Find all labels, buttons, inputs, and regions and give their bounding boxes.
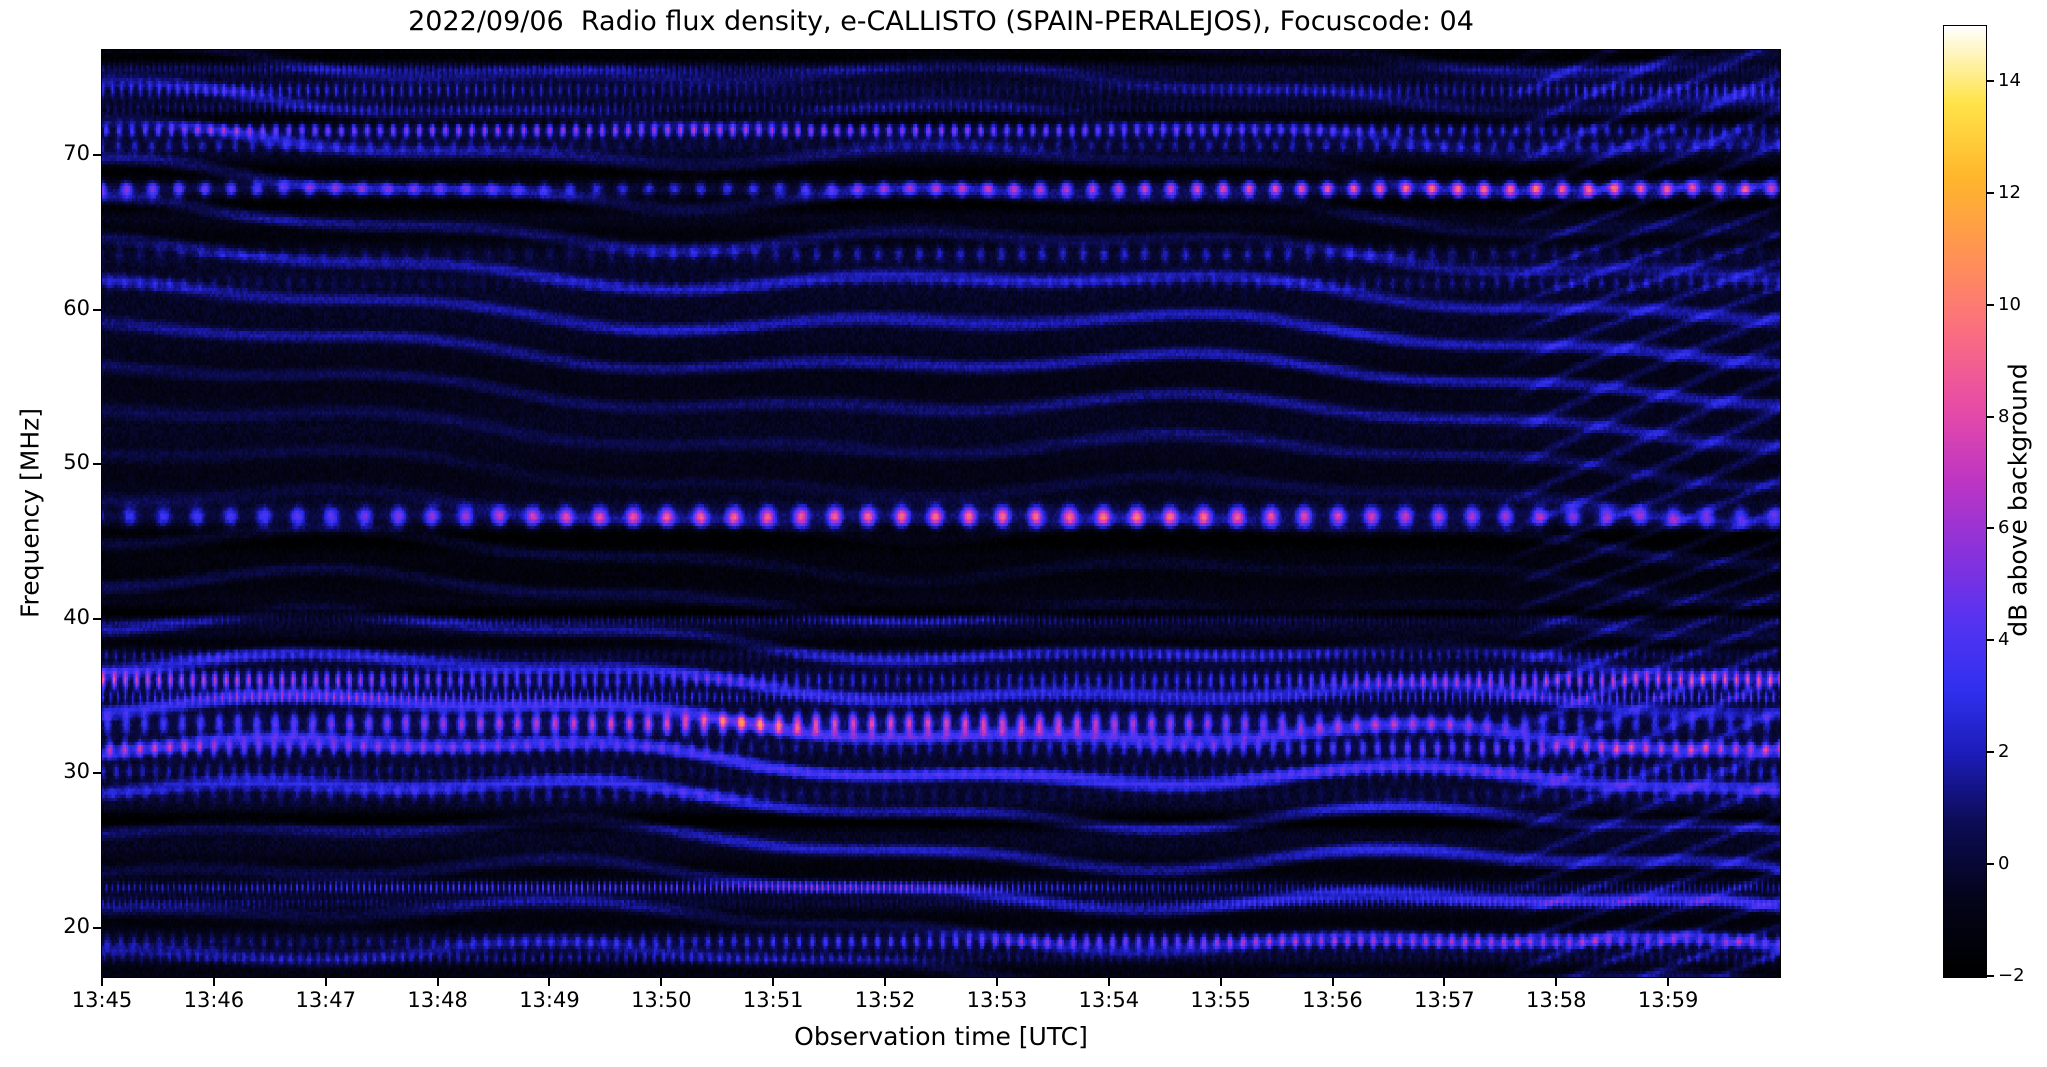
plot-area xyxy=(101,49,1781,978)
colorbar-tick-label: 14 xyxy=(1998,69,2021,91)
y-tick-mark xyxy=(93,308,101,311)
colorbar-tick-label: 6 xyxy=(1998,517,2010,539)
x-tick-label: 13:48 xyxy=(407,988,468,1012)
spectrogram-heatmap xyxy=(102,50,1780,977)
colorbar-tick-label: −2 xyxy=(1998,965,2025,986)
x-tick-mark xyxy=(1219,978,1222,986)
x-tick-label: 13:49 xyxy=(519,988,580,1012)
x-tick-mark xyxy=(1667,978,1670,986)
y-tick-label: 30 xyxy=(63,759,90,784)
x-tick-label: 13:52 xyxy=(854,988,916,1012)
colorbar-tick-mark xyxy=(1987,639,1994,642)
colorbar-tick-mark xyxy=(1987,527,1994,530)
x-tick-label: 13:47 xyxy=(295,988,356,1012)
y-tick-label: 20 xyxy=(63,913,90,938)
x-tick-mark xyxy=(772,978,775,986)
x-tick-label: 13:58 xyxy=(1526,988,1587,1012)
x-tick-label: 13:57 xyxy=(1414,988,1475,1012)
x-tick-mark xyxy=(1331,978,1334,986)
x-tick-label: 13:53 xyxy=(966,988,1028,1012)
x-tick-mark xyxy=(1555,978,1558,986)
y-tick-mark xyxy=(93,926,101,929)
colorbar-tick-label: 10 xyxy=(1998,293,2021,315)
x-tick-mark xyxy=(660,978,663,986)
colorbar-tick-label: 8 xyxy=(1998,405,2010,427)
x-tick-mark xyxy=(995,978,998,986)
y-tick-mark xyxy=(93,617,101,620)
colorbar-tick-mark xyxy=(1987,415,1994,418)
x-tick-mark xyxy=(1107,978,1110,986)
y-tick-label: 60 xyxy=(63,295,90,320)
y-axis-label: Frequency [MHz] xyxy=(15,407,45,619)
x-axis-label: Observation time [UTC] xyxy=(794,1022,1088,1051)
y-tick-mark xyxy=(93,463,101,466)
colorbar-tick-label: 0 xyxy=(1998,853,2010,875)
colorbar-tick-mark xyxy=(1987,863,1994,866)
colorbar-tick-mark xyxy=(1987,303,1994,306)
y-tick-label: 40 xyxy=(63,604,90,629)
colorbar-tick-mark xyxy=(1987,191,1994,194)
y-tick-label: 70 xyxy=(63,141,90,166)
colorbar-tick-mark xyxy=(1987,751,1994,754)
colorbar-gradient xyxy=(1944,26,1986,977)
x-tick-mark xyxy=(1443,978,1446,986)
colorbar-tick-label: 12 xyxy=(1998,181,2021,203)
colorbar-label: dB above background xyxy=(2003,363,2033,637)
x-tick-label: 13:51 xyxy=(742,988,804,1012)
chart-title: 2022/09/06 Radio flux density, e-CALLIST… xyxy=(408,6,1474,37)
x-tick-mark xyxy=(212,978,215,986)
x-tick-mark xyxy=(548,978,551,986)
colorbar-tick-label: 4 xyxy=(1998,629,2010,651)
x-tick-mark xyxy=(884,978,887,986)
y-tick-mark xyxy=(93,772,101,775)
y-tick-mark xyxy=(93,154,101,157)
x-tick-mark xyxy=(101,978,103,986)
colorbar-tick-label: 2 xyxy=(1998,741,2010,763)
x-tick-label: 13:59 xyxy=(1637,988,1699,1012)
x-tick-label: 13:54 xyxy=(1078,988,1140,1012)
x-tick-mark xyxy=(436,978,439,986)
x-tick-mark xyxy=(324,978,327,986)
x-tick-label: 13:46 xyxy=(183,988,245,1012)
colorbar-tick-mark xyxy=(1987,975,1994,977)
x-tick-label: 13:56 xyxy=(1302,988,1363,1012)
x-tick-label: 13:45 xyxy=(71,988,133,1012)
colorbar-tick-mark xyxy=(1987,79,1994,82)
colorbar xyxy=(1943,25,1987,978)
x-tick-label: 13:55 xyxy=(1190,988,1251,1012)
y-tick-label: 50 xyxy=(63,450,90,475)
x-tick-label: 13:50 xyxy=(631,988,692,1012)
